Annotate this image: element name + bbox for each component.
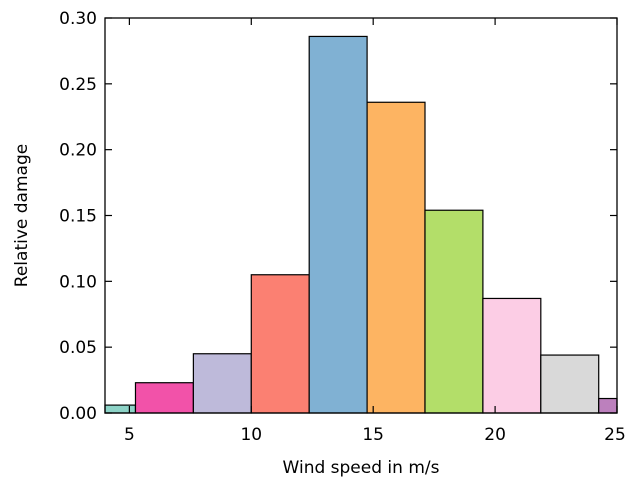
bar-4 [308,35,368,414]
x-tick-label: 10 [240,425,262,445]
bars-layer [104,35,618,414]
x-tick-label: 20 [484,425,506,445]
y-tick-label: 0.10 [59,272,97,292]
y-tick-label: 0.15 [59,207,97,227]
x-axis-label: Wind speed in m/s [283,458,440,478]
x-tick-label: 25 [604,425,626,445]
bar-3 [250,274,310,414]
bar-7 [482,297,542,414]
bar-5 [366,101,426,414]
y-tick-label: 0.25 [59,75,97,95]
bar-9 [598,397,618,414]
y-tick-label: 0.05 [59,338,97,358]
y-tick-label: 0.30 [59,9,97,29]
y-axis-label: Relative damage [12,144,32,287]
y-tick-label: 0.20 [59,141,97,161]
ticks-layer: 5 10 15 20 25 0.00 0.05 0.10 0.15 0.20 0.25 0.30 [59,9,626,445]
bar-1 [134,382,194,414]
bar-8 [540,354,600,414]
x-tick-label: 15 [362,425,384,445]
bar-0 [104,404,137,414]
bar-6 [424,209,484,414]
x-tick-label: 5 [124,425,135,445]
y-tick-label: 0.00 [59,404,97,424]
bar-2 [192,353,252,414]
